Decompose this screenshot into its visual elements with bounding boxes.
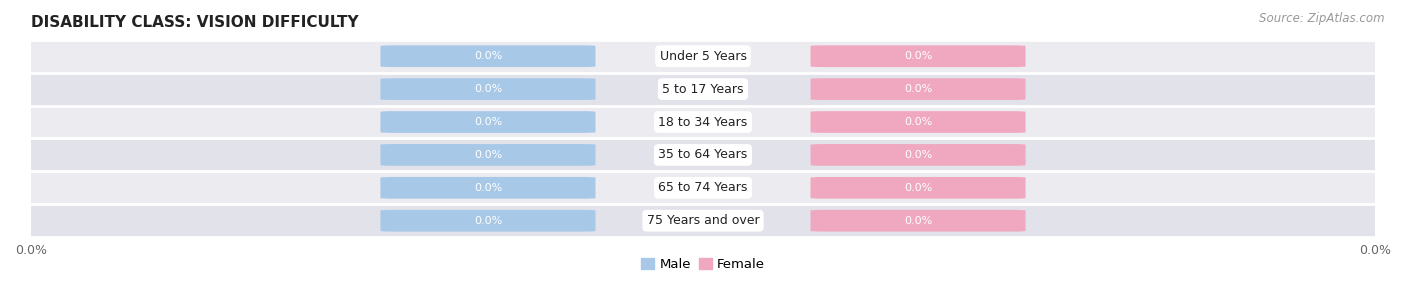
Text: 0.0%: 0.0% — [474, 117, 502, 127]
FancyBboxPatch shape — [381, 78, 596, 100]
Text: 0.0%: 0.0% — [474, 51, 502, 61]
Bar — [31, 106, 1375, 138]
FancyBboxPatch shape — [810, 45, 1025, 67]
Bar — [31, 73, 1375, 106]
FancyBboxPatch shape — [810, 210, 1025, 231]
Text: 5 to 17 Years: 5 to 17 Years — [662, 83, 744, 95]
Text: 0.0%: 0.0% — [474, 183, 502, 193]
Text: DISABILITY CLASS: VISION DIFFICULTY: DISABILITY CLASS: VISION DIFFICULTY — [31, 15, 359, 30]
Bar — [31, 171, 1375, 204]
FancyBboxPatch shape — [381, 144, 596, 166]
Text: 0.0%: 0.0% — [904, 51, 932, 61]
Text: 0.0%: 0.0% — [904, 117, 932, 127]
FancyBboxPatch shape — [810, 144, 1025, 166]
Text: 35 to 64 Years: 35 to 64 Years — [658, 149, 748, 161]
Bar — [31, 138, 1375, 171]
Text: 65 to 74 Years: 65 to 74 Years — [658, 181, 748, 194]
FancyBboxPatch shape — [381, 45, 596, 67]
Text: Under 5 Years: Under 5 Years — [659, 50, 747, 63]
Text: 0.0%: 0.0% — [904, 216, 932, 226]
FancyBboxPatch shape — [381, 210, 596, 231]
Text: 0.0%: 0.0% — [904, 150, 932, 160]
FancyBboxPatch shape — [810, 111, 1025, 133]
FancyBboxPatch shape — [810, 177, 1025, 199]
FancyBboxPatch shape — [381, 177, 596, 199]
Bar — [31, 40, 1375, 73]
Text: 0.0%: 0.0% — [904, 183, 932, 193]
FancyBboxPatch shape — [381, 111, 596, 133]
Text: 0.0%: 0.0% — [474, 216, 502, 226]
Text: 0.0%: 0.0% — [904, 84, 932, 94]
Text: 75 Years and over: 75 Years and over — [647, 214, 759, 227]
Text: 0.0%: 0.0% — [474, 150, 502, 160]
Text: 0.0%: 0.0% — [474, 84, 502, 94]
Text: Source: ZipAtlas.com: Source: ZipAtlas.com — [1260, 12, 1385, 25]
Text: 18 to 34 Years: 18 to 34 Years — [658, 116, 748, 128]
FancyBboxPatch shape — [810, 78, 1025, 100]
Bar — [31, 204, 1375, 237]
Legend: Male, Female: Male, Female — [636, 253, 770, 276]
